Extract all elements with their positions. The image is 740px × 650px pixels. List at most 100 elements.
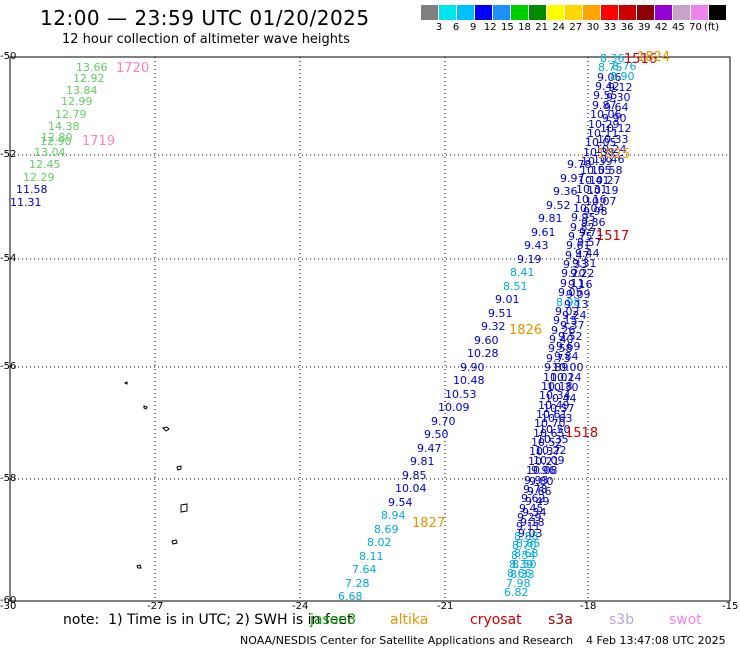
- wave-height-value: 9.52: [546, 199, 571, 212]
- wave-height-value: 9.96: [531, 464, 556, 477]
- island-5: [180, 503, 188, 513]
- wave-height-value: 8.90: [610, 70, 635, 83]
- track-id-label: 1720: [116, 61, 149, 76]
- wave-height-value: 10.39: [581, 155, 613, 168]
- value-labels: 13.6612.9213.8412.9912.7914.3812.8012.90…: [10, 50, 670, 603]
- wave-height-value: 9.05: [558, 286, 583, 299]
- wave-height-value: 10.06: [590, 108, 622, 121]
- island-4: [176, 465, 182, 471]
- wave-height-value: 9.61: [566, 239, 591, 252]
- wave-height-value: 8.02: [367, 536, 392, 549]
- wave-height-value: 13.04: [34, 146, 66, 159]
- generation-timestamp: 4 Feb 13:47:08 UTC 2025: [586, 634, 726, 647]
- colorbar-tick: 18: [518, 22, 531, 33]
- wave-height-value: 9.90: [602, 112, 627, 125]
- wave-height-value: 8.54: [511, 549, 536, 562]
- wave-height-value: 10.07: [585, 195, 617, 208]
- wave-height-value: 10.22: [535, 444, 567, 457]
- wave-height-value: 9.45: [519, 502, 544, 515]
- wave-height-value: 8.11: [359, 550, 384, 563]
- wave-height-value: 10.19: [587, 184, 619, 197]
- colorbar-swatch: [583, 5, 600, 20]
- colorbar-tick: 21: [535, 22, 548, 33]
- wave-height-value: 9.22: [570, 267, 595, 280]
- wave-height-value: 9.86: [581, 216, 606, 229]
- longitude-label: -27: [147, 601, 164, 612]
- island-7: [136, 564, 142, 569]
- satellite-legend-s3a: s3a: [548, 612, 573, 628]
- wave-height-value: 10.35: [537, 433, 569, 446]
- track-id-label: 1827: [412, 516, 445, 531]
- wave-height-value: 6.68: [338, 590, 363, 603]
- satellite-legend-swot: swot: [669, 612, 702, 628]
- wave-height-value: 9.15: [553, 314, 578, 327]
- wave-height-value: 9.95: [571, 211, 596, 224]
- island-2: [143, 405, 148, 410]
- wave-height-value: 10.24: [595, 143, 627, 156]
- satellite-legend-s3b: s3b: [609, 612, 635, 628]
- wave-height-value: 8.85: [516, 537, 541, 550]
- wave-height-value: 9.49: [525, 495, 550, 508]
- wave-height-value: 9.33: [563, 258, 588, 271]
- wave-height-value: 9.90: [460, 361, 485, 374]
- wave-height-value: 9.18: [520, 516, 545, 529]
- wave-height-value: 9.50: [424, 428, 449, 441]
- wave-height-value: 9.55: [593, 89, 618, 102]
- latitude-label: -60: [0, 595, 17, 606]
- wave-height-value: 10.14: [550, 371, 582, 384]
- wave-height-value: 9.87: [592, 99, 617, 112]
- wave-height-value: 9.62: [521, 492, 546, 505]
- wave-height-value: 9.81: [538, 212, 563, 225]
- wave-height-value: 9.43: [524, 239, 549, 252]
- wave-height-value: 10.28: [467, 347, 499, 360]
- wave-height-value: 8.70: [512, 539, 537, 552]
- wave-height-value: 9.78: [523, 483, 548, 496]
- wave-height-value: 12.92: [73, 72, 105, 85]
- colorbar-tick: 39: [637, 22, 651, 33]
- wave-height-value: 9.40: [549, 333, 574, 346]
- longitude-label: -30: [0, 601, 17, 612]
- wave-height-value: 11.31: [10, 196, 42, 209]
- wave-height-value: 10.11: [587, 127, 619, 140]
- wave-height-value: 10.00: [552, 361, 584, 374]
- latitude-label: -56: [0, 361, 17, 372]
- island-1: [123, 381, 128, 385]
- wave-height-value: 8.76: [612, 60, 637, 73]
- wave-height-value: 10.57: [543, 402, 575, 415]
- wave-height-value: 9.42: [595, 80, 620, 93]
- longitude-label: -18: [580, 601, 597, 612]
- wave-height-value: 9.34: [522, 506, 547, 519]
- latitude-label: -52: [0, 149, 17, 160]
- latitude-label: -58: [0, 473, 17, 484]
- wave-height-value: 9.51: [488, 307, 513, 320]
- wave-height-value: 10.04: [395, 482, 427, 495]
- wave-height-value: 9.52: [558, 330, 583, 343]
- wave-height-value: 9.36: [553, 185, 578, 198]
- wave-height-value: 9.58: [548, 342, 573, 355]
- colorbar-tick: 24: [552, 22, 566, 33]
- wave-height-value: 9.37: [560, 319, 585, 332]
- wave-height-value: 9.09: [566, 288, 591, 301]
- wave-height-value: 10.63: [541, 412, 573, 425]
- colorbar-swatch: [637, 5, 654, 20]
- map-frame: [9, 56, 731, 602]
- wave-height-value: 10.65: [533, 427, 565, 440]
- wave-height-value: 10.49: [538, 399, 570, 412]
- colorbar-swatch: [619, 5, 636, 20]
- wave-height-value: 9.13: [564, 298, 589, 311]
- wave-height-value: 12.29: [23, 171, 55, 184]
- track-id-label: 1719: [82, 134, 115, 149]
- track-id-label: 1516: [624, 52, 657, 67]
- longitude-label: -21: [437, 601, 454, 612]
- wave-height-value: 12.99: [61, 95, 93, 108]
- wave-height-value: 8.75: [598, 61, 623, 74]
- wave-height-value: 10.61: [536, 408, 568, 421]
- wave-height-value: 10.52: [531, 436, 563, 449]
- wave-height-value: 10.30: [547, 381, 579, 394]
- wave-height-value: 10.05: [585, 136, 617, 149]
- wave-height-value: 8.66: [507, 567, 532, 580]
- wave-height-value: 12.79: [55, 108, 87, 121]
- satellite-legend-jason3: jason3: [310, 612, 357, 628]
- wave-height-value: 9.82: [570, 221, 595, 234]
- longitude-label: -24: [292, 601, 309, 612]
